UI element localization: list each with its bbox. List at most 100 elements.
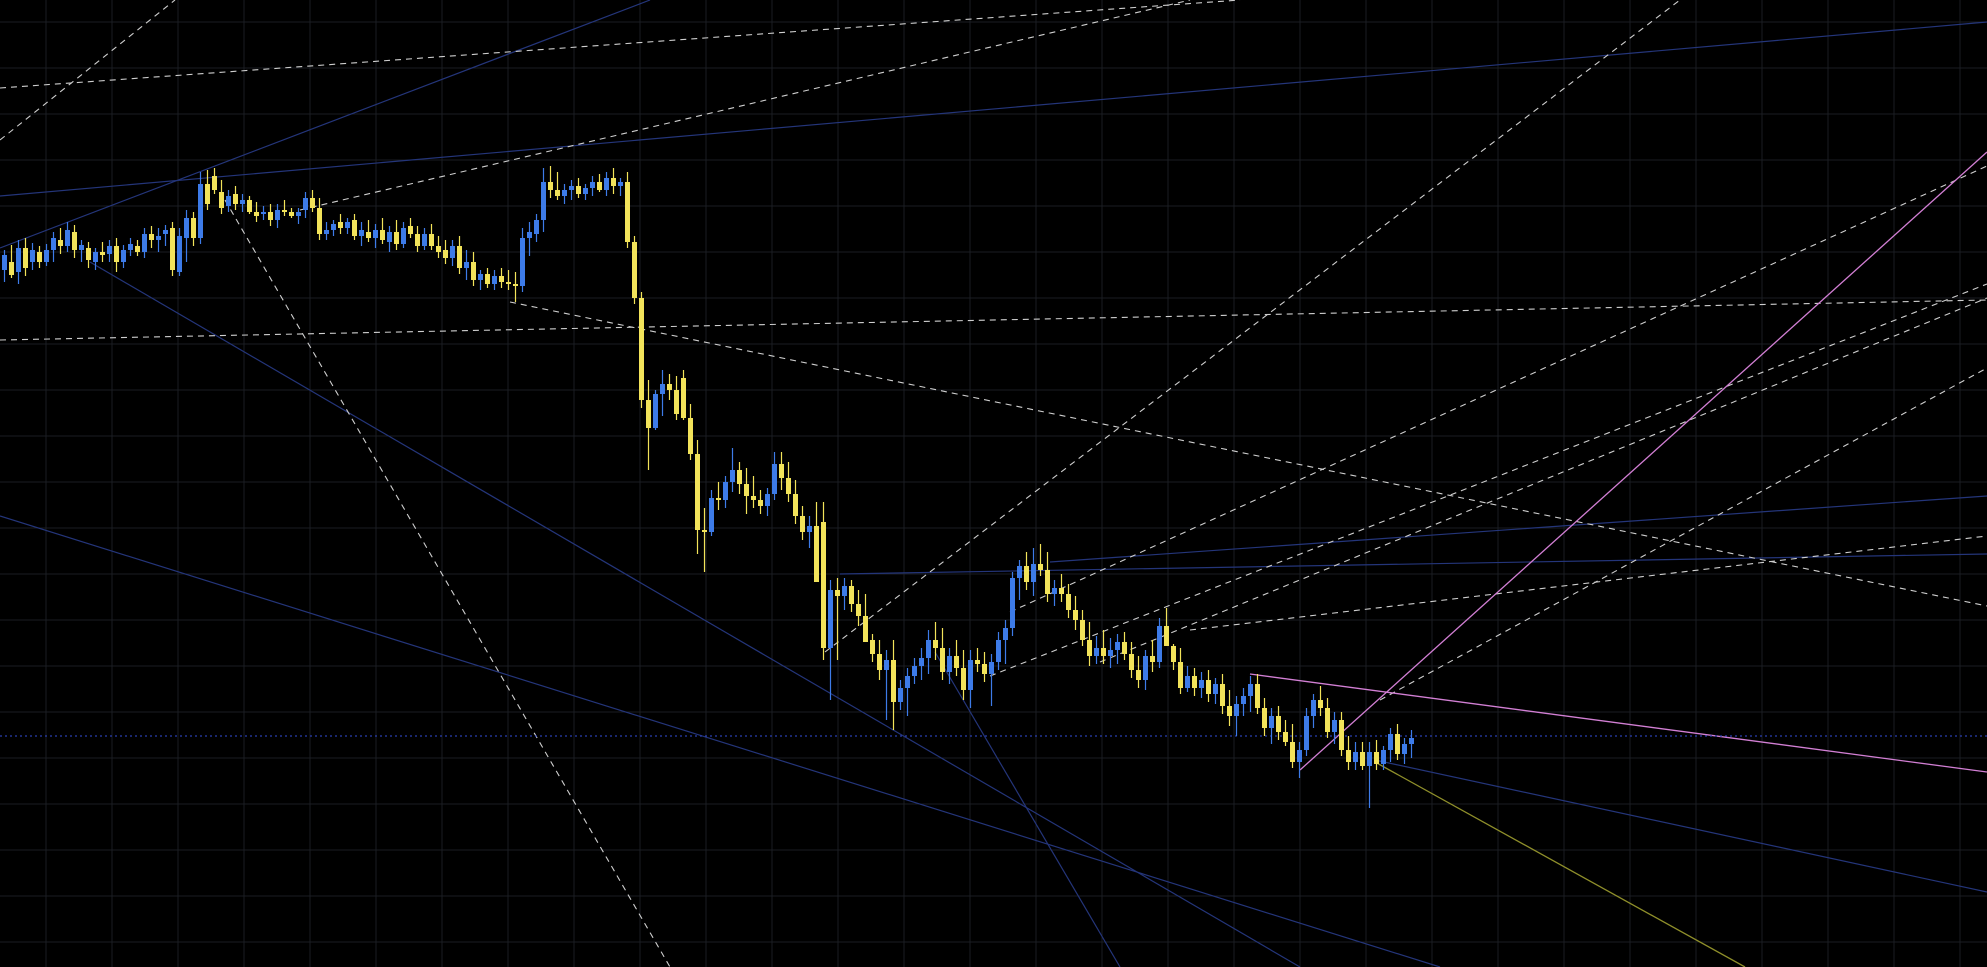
candle-bear[interactable] xyxy=(443,240,448,264)
trend-line-white[interactable] xyxy=(1099,297,1987,663)
candle-bull[interactable] xyxy=(1241,688,1246,716)
candle-bear[interactable] xyxy=(135,240,140,256)
candle-bear[interactable] xyxy=(1059,574,1064,602)
candle-bear[interactable] xyxy=(513,272,518,302)
candle-bear[interactable] xyxy=(1164,608,1169,646)
candle-bear[interactable] xyxy=(856,590,861,626)
candle-bull[interactable] xyxy=(772,452,777,500)
candle-bear[interactable] xyxy=(380,218,385,244)
candle-bear[interactable] xyxy=(254,202,259,222)
candle-bear[interactable] xyxy=(555,172,560,200)
trend-line-white[interactable] xyxy=(0,299,1987,341)
candle-bear[interactable] xyxy=(1038,544,1043,576)
candle-bear[interactable] xyxy=(940,628,945,680)
candle-bear[interactable] xyxy=(310,190,315,212)
candle-bear[interactable] xyxy=(352,214,357,240)
candle-bear[interactable] xyxy=(891,640,896,730)
candle-bear[interactable] xyxy=(1171,644,1176,670)
candle-bull[interactable] xyxy=(373,224,378,248)
candle-bear[interactable] xyxy=(646,380,651,470)
candle-bear[interactable] xyxy=(1262,698,1267,736)
candle-bear[interactable] xyxy=(212,168,217,194)
candle-bull[interactable] xyxy=(1031,548,1036,596)
candle-bull[interactable] xyxy=(1353,742,1358,770)
candle-bull[interactable] xyxy=(604,172,609,196)
candle-bear[interactable] xyxy=(282,200,287,216)
candle-bear[interactable] xyxy=(114,238,119,272)
candle-bull[interactable] xyxy=(401,222,406,248)
candle-bull[interactable] xyxy=(275,204,280,228)
candle-bear[interactable] xyxy=(170,222,175,276)
candle-bull[interactable] xyxy=(919,648,924,680)
candle-bear[interactable] xyxy=(975,648,980,672)
candle-bear[interactable] xyxy=(716,482,721,510)
candle-bear[interactable] xyxy=(863,594,868,642)
trend-line-white[interactable] xyxy=(0,0,1241,89)
candle-bull[interactable] xyxy=(709,490,714,536)
candle-bull[interactable] xyxy=(1388,728,1393,762)
candle-bear[interactable] xyxy=(37,246,42,268)
trend-line-white[interactable] xyxy=(0,0,176,141)
trend-line-blue[interactable] xyxy=(1049,495,1987,563)
candle-bull[interactable] xyxy=(1297,742,1302,778)
candle-bull[interactable] xyxy=(534,214,539,242)
candle-bear[interactable] xyxy=(471,252,476,286)
candle-bull[interactable] xyxy=(653,390,658,430)
candle-bear[interactable] xyxy=(1045,552,1050,602)
candle-bull[interactable] xyxy=(912,658,917,684)
trend-line-pink[interactable] xyxy=(1299,151,1987,771)
candle-bear[interactable] xyxy=(205,170,210,210)
candle-bull[interactable] xyxy=(261,206,266,220)
candle-bull[interactable] xyxy=(947,648,952,684)
candle-bear[interactable] xyxy=(1150,640,1155,672)
candle-bear[interactable] xyxy=(1374,740,1379,770)
candle-bear[interactable] xyxy=(1339,712,1344,756)
candle-bear[interactable] xyxy=(100,242,105,262)
candle-bear[interactable] xyxy=(338,214,343,234)
candle-bull[interactable] xyxy=(1234,696,1239,736)
candle-bear[interactable] xyxy=(1136,656,1141,688)
candle-bull[interactable] xyxy=(121,245,126,268)
candle-bull[interactable] xyxy=(989,654,994,706)
candle-bull[interactable] xyxy=(44,244,49,266)
candle-bear[interactable] xyxy=(219,180,224,214)
candle-bull[interactable] xyxy=(345,218,350,234)
candle-bull[interactable] xyxy=(16,240,21,284)
candle-bull[interactable] xyxy=(520,228,525,292)
candle-bear[interactable] xyxy=(954,640,959,676)
candle-bull[interactable] xyxy=(156,228,161,252)
candle-bull[interactable] xyxy=(184,210,189,262)
candle-bear[interactable] xyxy=(849,580,854,612)
candle-bull[interactable] xyxy=(968,650,973,708)
candle-bull[interactable] xyxy=(527,222,532,256)
candle-bear[interactable] xyxy=(814,502,819,582)
candle-bear[interactable] xyxy=(933,622,938,660)
candle-bull[interactable] xyxy=(1409,730,1414,758)
trend-line-white[interactable] xyxy=(509,301,1987,607)
trend-line-white[interactable] xyxy=(824,0,1681,653)
candle-bull[interactable] xyxy=(142,228,147,258)
candle-bull[interactable] xyxy=(1115,634,1120,664)
candle-bear[interactable] xyxy=(744,468,749,514)
candle-bear[interactable] xyxy=(1283,720,1288,746)
candle-bull[interactable] xyxy=(93,248,98,270)
candle-bear[interactable] xyxy=(1192,668,1197,696)
trend-line-blue[interactable] xyxy=(0,0,651,249)
candle-bear[interactable] xyxy=(625,172,630,248)
candle-bear[interactable] xyxy=(681,370,686,420)
candle-bear[interactable] xyxy=(1290,724,1295,768)
trend-line-white[interactable] xyxy=(224,199,671,967)
candle-bull[interactable] xyxy=(79,240,84,262)
candle-bull[interactable] xyxy=(1381,746,1386,770)
trend-line-white[interactable] xyxy=(1189,535,1987,631)
candle-bear[interactable] xyxy=(779,452,784,490)
candle-bull[interactable] xyxy=(541,168,546,232)
trend-line-white[interactable] xyxy=(989,283,1987,677)
candle-bull[interactable] xyxy=(303,192,308,218)
candle-bear[interactable] xyxy=(611,168,616,194)
candle-bull[interactable] xyxy=(128,238,133,256)
candle-bull[interactable] xyxy=(898,680,903,710)
candle-bull[interactable] xyxy=(387,226,392,252)
candle-bear[interactable] xyxy=(415,226,420,252)
